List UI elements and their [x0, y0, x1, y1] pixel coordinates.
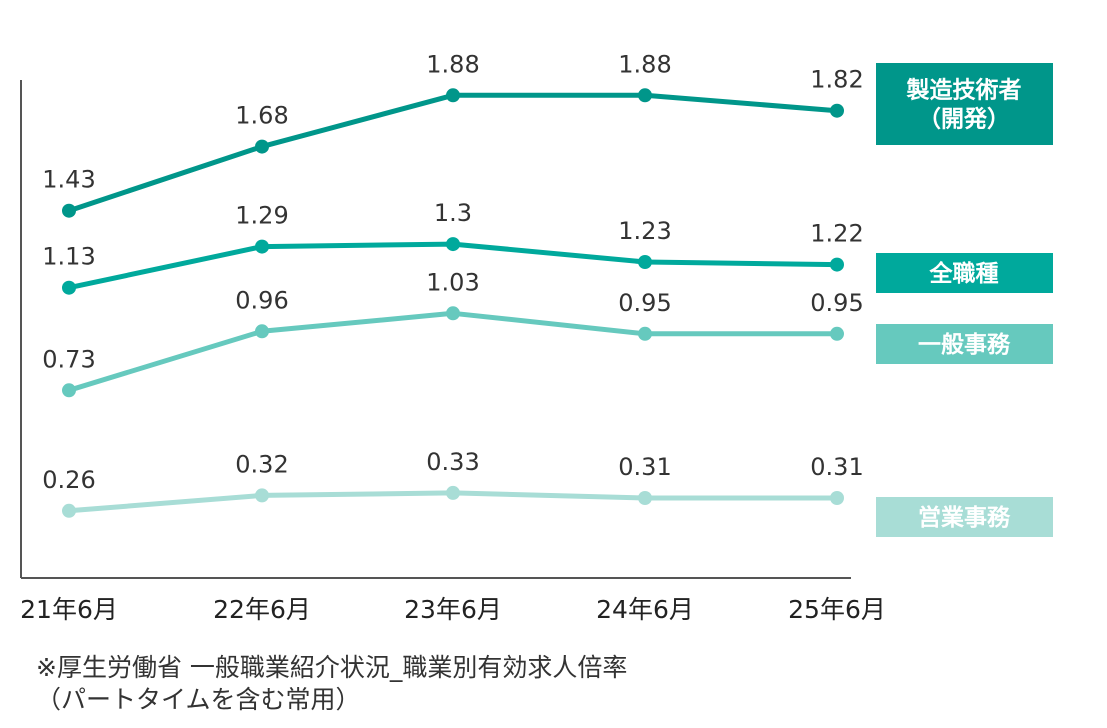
legend-box [876, 63, 1053, 145]
legend-label: 全職種 [929, 260, 999, 287]
series-3: 0.73 0.96 1.03 0.95 0.95 [42, 268, 864, 398]
legend-box [876, 253, 1053, 293]
data-point [446, 88, 460, 103]
data-label: 1.13 [42, 243, 95, 271]
data-point [446, 485, 460, 500]
data-label: 1.68 [235, 102, 288, 130]
data-label: 1.88 [426, 50, 479, 78]
data-point [62, 383, 76, 398]
data-label: 0.95 [810, 289, 863, 317]
data-label: 0.96 [235, 286, 288, 314]
data-label: 1.3 [434, 199, 472, 227]
legend-label: 一般事務 [918, 331, 1011, 358]
data-label: 0.95 [618, 289, 671, 317]
legend-box [876, 497, 1053, 537]
legend-item: 営業事務 [876, 497, 1053, 537]
legend-item: 全職種 [876, 253, 1053, 293]
x-tick-label: 23年6月 [404, 595, 502, 624]
data-label: 1.03 [426, 268, 479, 296]
data-label: 0.73 [42, 345, 95, 373]
data-point [446, 306, 460, 321]
data-point [830, 257, 844, 272]
data-label: 1.43 [42, 166, 95, 194]
data-point [638, 491, 652, 505]
series-line [66, 310, 840, 393]
data-point [62, 280, 76, 295]
axes [20, 80, 851, 579]
data-point [638, 255, 652, 269]
data-label: 0.26 [42, 466, 95, 494]
series-1: 1.43 1.68 1.88 1.88 1.82 [42, 50, 864, 218]
data-point [446, 237, 460, 252]
data-point [62, 503, 76, 518]
data-point [830, 103, 844, 118]
source-note: ※厚生労働省 一般職業紹介状況_職業別有効求人倍率 [36, 653, 628, 682]
x-tick-label: 25年6月 [788, 595, 886, 624]
data-point [638, 88, 652, 103]
data-label: 1.22 [810, 220, 863, 248]
data-label: 1.23 [618, 217, 671, 245]
legend-item: 製造技術者（開発） [876, 63, 1053, 145]
data-point [255, 239, 269, 254]
x-tick-label: 22年6月 [213, 595, 311, 624]
data-label: 1.82 [810, 66, 863, 94]
data-label: 1.29 [235, 202, 288, 230]
data-label: 0.32 [235, 450, 288, 478]
data-label: 0.31 [618, 453, 671, 481]
data-point [255, 139, 269, 154]
data-label: 1.88 [618, 50, 671, 78]
legend-label: 営業事務 [918, 504, 1011, 531]
legend-box [876, 324, 1053, 364]
x-tick-label: 21年6月 [20, 595, 118, 624]
data-point [62, 203, 76, 218]
series-layer: 1.43 1.68 1.88 1.88 1.82 1.13 1.29 1.3 1.23 1.22 0… [42, 50, 864, 518]
x-axis-ticks: 21年6月 22年6月 23年6月 24年6月 25年6月 [20, 595, 886, 624]
series-2: 1.13 1.29 1.3 1.23 1.22 [42, 199, 864, 295]
data-point [638, 326, 652, 341]
series-line [66, 92, 840, 214]
data-point [255, 324, 269, 339]
source-note-detail: （パートタイムを含む常用） [36, 685, 361, 714]
data-point [255, 488, 269, 503]
data-point [830, 491, 844, 505]
legend-item: 一般事務 [876, 324, 1053, 364]
data-label: 0.33 [426, 448, 479, 476]
legend-label: 製造技術者（開発） [906, 77, 1022, 133]
data-label: 0.31 [810, 453, 863, 481]
line-chart: 1.43 1.68 1.88 1.88 1.82 1.13 1.29 1.3 1.23 1.22 0… [20, 50, 1053, 624]
series-4: 0.26 0.32 0.33 0.31 0.31 [42, 448, 864, 518]
data-point [830, 326, 844, 341]
x-tick-label: 24年6月 [596, 595, 694, 624]
